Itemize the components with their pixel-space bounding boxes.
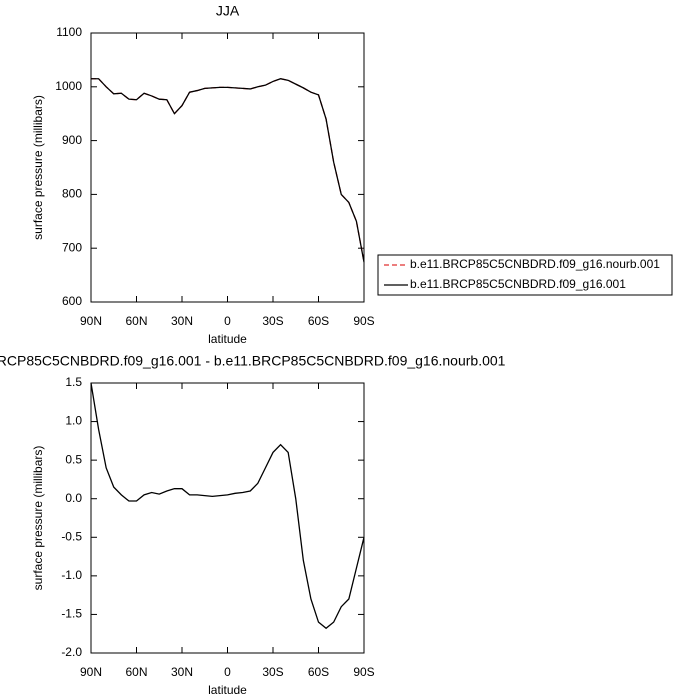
- legend-box: [377, 254, 673, 296]
- legend-label: b.e11.BRCP85C5CNBDRD.f09_g16.001: [410, 277, 626, 291]
- x-tick-label: 30N: [171, 314, 193, 328]
- y-tick-label: 1.0: [65, 414, 82, 428]
- y-tick-label: 700: [62, 240, 82, 254]
- y-tick-label: 600: [62, 294, 82, 308]
- series-line: [91, 78, 365, 262]
- x-tick-label: 60N: [125, 665, 147, 679]
- x-tick-label: 0: [224, 314, 231, 328]
- x-tick-label: 90N: [80, 665, 102, 679]
- x-tick-label: 0: [224, 665, 231, 679]
- legend-label: b.e11.BRCP85C5CNBDRD.f09_g16.nourb.001: [410, 257, 660, 271]
- x-tick-label: 60S: [308, 314, 329, 328]
- y-tick-label: 1100: [56, 25, 82, 39]
- y-tick-label: -0.5: [61, 529, 82, 543]
- series-line: [90, 382, 365, 630]
- x-tick-label: 60S: [308, 665, 329, 679]
- y-tick-label: -2.0: [61, 645, 82, 659]
- x-tick-label: 90N: [80, 314, 102, 328]
- y-tick-label: 0.5: [65, 452, 82, 466]
- chart-title: JJA: [216, 3, 240, 19]
- x-tick-label: 30S: [262, 665, 283, 679]
- x-tick-label: 90S: [353, 314, 374, 328]
- x-axis-label: latitude: [208, 332, 247, 346]
- x-tick-label: 60N: [125, 314, 147, 328]
- y-tick-label: 0.0: [65, 491, 82, 505]
- y-axis-label: surface pressure (millibars): [31, 446, 45, 591]
- x-tick-label: 90S: [353, 665, 374, 679]
- y-tick-label: -1.5: [61, 607, 82, 621]
- y-tick-label: 1000: [55, 79, 82, 93]
- series-line: [91, 78, 365, 263]
- y-tick-label: 1.5: [65, 375, 82, 389]
- y-tick-label: 900: [62, 133, 82, 147]
- chart-title: b.e11.BRCP85C5CNBDRD.f09_g16.001 - b.e11…: [0, 353, 506, 369]
- plot-frame: [90, 32, 365, 303]
- y-tick-label: -1.0: [61, 568, 82, 582]
- y-axis-label: surface pressure (millibars): [31, 95, 45, 240]
- plot-frame: [90, 382, 365, 654]
- y-tick-label: 800: [62, 187, 82, 201]
- x-tick-label: 30S: [262, 314, 283, 328]
- x-tick-label: 30N: [171, 665, 193, 679]
- x-axis-label: latitude: [208, 683, 247, 697]
